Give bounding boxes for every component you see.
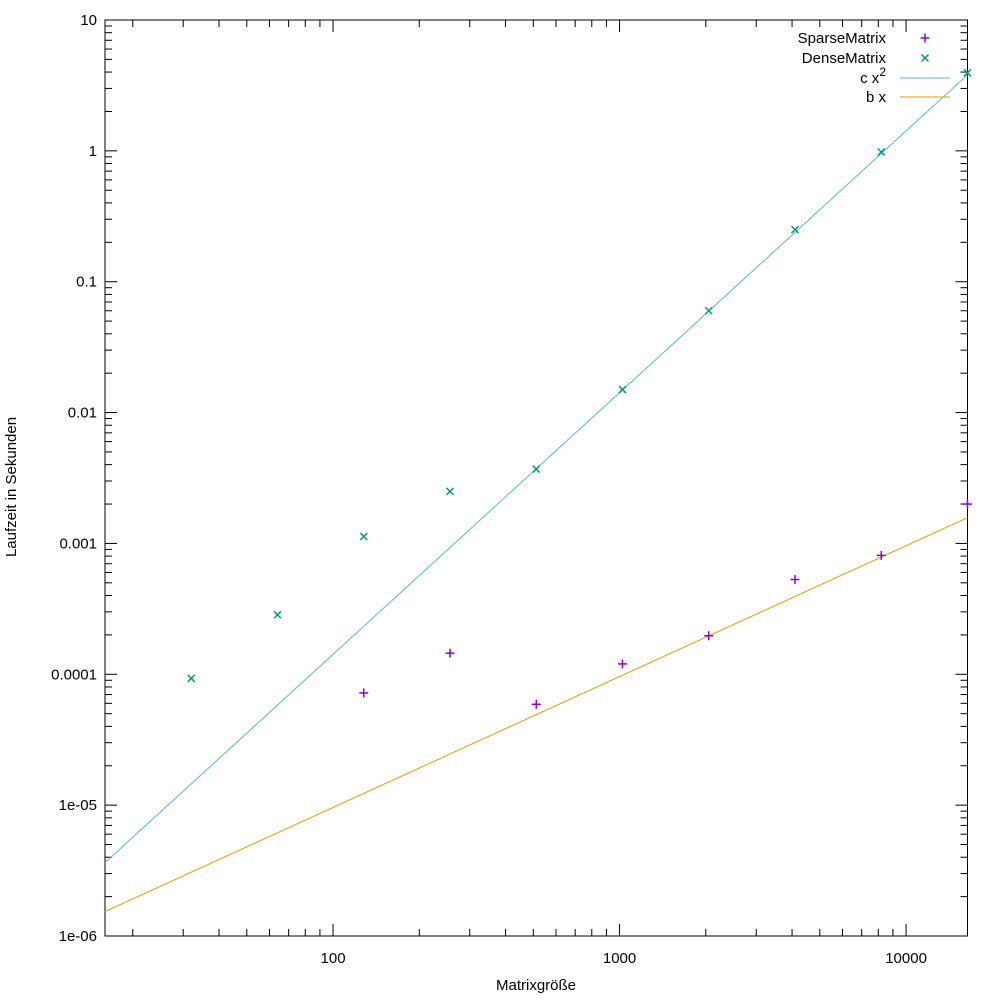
legend-label: SparseMatrix [798,30,887,47]
x-tick-label: 100 [321,950,346,967]
data-point-densematrix [273,610,282,619]
data-point-densematrix [963,68,972,77]
data-point-densematrix [877,147,886,157]
data-point-densematrix [618,385,627,394]
data-point-sparsematrix [704,631,714,641]
data-point-densematrix [790,225,800,234]
legend-label: DenseMatrix [802,50,887,67]
legend-marker-sample [920,53,930,63]
data-points [187,68,972,709]
y-tick-label: 0.001 [59,535,97,552]
legend-label: c x2 [860,65,886,87]
data-point-densematrix [704,306,713,315]
legend-entry-sparsematrix: SparseMatrix [798,30,930,47]
data-point-sparsematrix [618,659,627,669]
y-tick-label: 1e-06 [59,928,97,945]
y-tick-label: 10 [80,12,97,29]
plot-border [104,19,968,937]
fit-line-b-x [104,517,968,913]
x-tick-label: 1000 [603,950,636,967]
legend-entry-b-x: b x [866,89,950,106]
data-point-sparsematrix [790,575,800,585]
y-tick-label: 0.1 [76,274,97,291]
x-axis-title: Matrixgröße [496,977,576,994]
data-point-sparsematrix [445,648,455,658]
legend-marker-sample [920,33,930,43]
legend-entry-densematrix: DenseMatrix [802,50,930,67]
data-point-sparsematrix [359,688,369,698]
data-point-densematrix [532,465,541,474]
data-point-sparsematrix [531,699,541,709]
axis-ticks [105,19,968,937]
axis-tick-labels: 100 1000 10000 10 1 0.1 0.01 0.001 0.0001 1e-05 1e… [51,12,927,967]
legend-entry-c-x-2: c x2 [860,65,950,87]
y-tick-label: 1 [89,143,97,160]
data-point-sparsematrix [876,550,886,560]
data-point-densematrix [187,674,196,683]
data-point-densematrix [445,487,455,496]
data-point-densematrix [359,532,368,541]
x-tick-label: 10000 [885,950,927,967]
y-tick-label: 1e-05 [59,797,97,814]
legend-label: b x [866,89,887,106]
y-tick-label: 0.0001 [51,666,97,683]
data-point-sparsematrix [963,499,972,509]
y-tick-label: 0.01 [68,405,97,422]
fit-lines [104,74,968,913]
y-axis-title: Laufzeit in Sekunden [3,417,20,557]
